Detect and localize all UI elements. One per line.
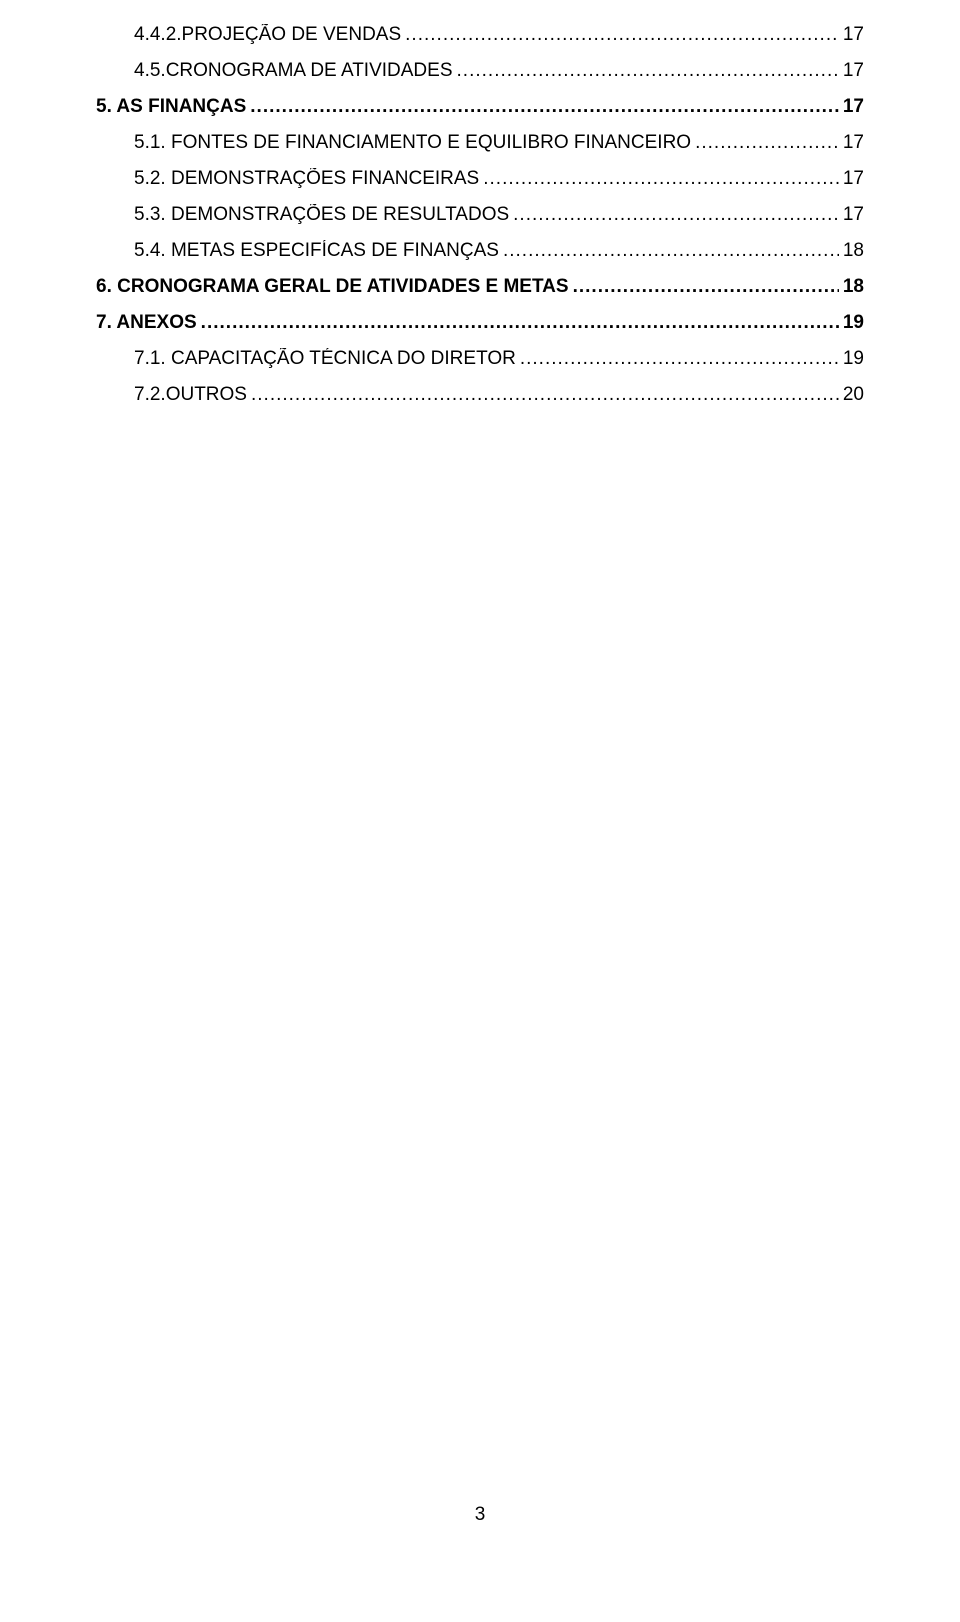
toc-entry-label: 5.2. DEMONSTRAÇÕES FINANCEIRAS — [134, 168, 479, 190]
toc-entry-page: 17 — [843, 132, 864, 154]
toc-entry-page: 17 — [843, 168, 864, 190]
toc-leader-dots: ........................................… — [520, 348, 839, 370]
toc-entry-label: 7.2.OUTROS — [134, 384, 247, 406]
toc-entry: 4.4.2.PROJEÇÃO DE VENDAS................… — [96, 24, 864, 46]
toc-entry-page: 18 — [843, 276, 864, 298]
toc-entry-label: 7. ANEXOS — [96, 312, 197, 334]
toc-entry: 5.1. FONTES DE FINANCIAMENTO E EQUILIBRO… — [96, 132, 864, 154]
toc-leader-dots: ........................................… — [201, 312, 839, 334]
toc-entry-label: 7.1. CAPACITAÇÃO TÉCNICA DO DIRETOR — [134, 348, 516, 370]
toc-entry-page: 17 — [843, 60, 864, 82]
toc-entry-page: 18 — [843, 240, 864, 262]
toc-entry: 5.3. DEMONSTRAÇÕES DE RESULTADOS........… — [96, 204, 864, 226]
toc-entry-page: 19 — [843, 348, 864, 370]
toc-entry: 7.2.OUTROS..............................… — [96, 384, 864, 406]
toc-entry: 7.1. CAPACITAÇÃO TÉCNICA DO DIRETOR.....… — [96, 348, 864, 370]
toc-entry-page: 19 — [843, 312, 864, 334]
toc-entry-label: 4.5.CRONOGRAMA DE ATIVIDADES — [134, 60, 453, 82]
toc-entry: 6. CRONOGRAMA GERAL DE ATIVIDADES E META… — [96, 276, 864, 298]
toc-entry-page: 17 — [843, 204, 864, 226]
toc-leader-dots: ........................................… — [251, 384, 839, 406]
toc-entry: 4.5.CRONOGRAMA DE ATIVIDADES............… — [96, 60, 864, 82]
toc-leader-dots: ........................................… — [405, 24, 839, 46]
toc-entry-label: 5.1. FONTES DE FINANCIAMENTO E EQUILIBRO… — [134, 132, 691, 154]
toc-leader-dots: ........................................… — [457, 60, 839, 82]
toc-entry-label: 4.4.2.PROJEÇÃO DE VENDAS — [134, 24, 401, 46]
toc-leader-dots: ........................................… — [695, 132, 839, 154]
toc-entry-label: 6. CRONOGRAMA GERAL DE ATIVIDADES E META… — [96, 276, 569, 298]
toc-leader-dots: ........................................… — [503, 240, 839, 262]
toc-entry-label: 5.4. METAS ESPECIFÍCAS DE FINANÇAS — [134, 240, 499, 262]
toc-leader-dots: ........................................… — [250, 96, 839, 118]
toc-entry: 5.2. DEMONSTRAÇÕES FINANCEIRAS..........… — [96, 168, 864, 190]
toc-entry-label: 5. AS FINANÇAS — [96, 96, 246, 118]
toc-leader-dots: ........................................… — [573, 276, 839, 298]
toc-entry-label: 5.3. DEMONSTRAÇÕES DE RESULTADOS — [134, 204, 509, 226]
page-number: 3 — [0, 1504, 960, 1526]
toc-leader-dots: ........................................… — [513, 204, 839, 226]
toc-entry-page: 17 — [843, 96, 864, 118]
toc-entry: 5. AS FINANÇAS..........................… — [96, 96, 864, 118]
toc-container: 4.4.2.PROJEÇÃO DE VENDAS................… — [96, 24, 864, 406]
toc-entry-page: 20 — [843, 384, 864, 406]
toc-entry-page: 17 — [843, 24, 864, 46]
toc-entry: 5.4. METAS ESPECIFÍCAS DE FINANÇAS......… — [96, 240, 864, 262]
toc-leader-dots: ........................................… — [483, 168, 839, 190]
toc-entry: 7. ANEXOS...............................… — [96, 312, 864, 334]
